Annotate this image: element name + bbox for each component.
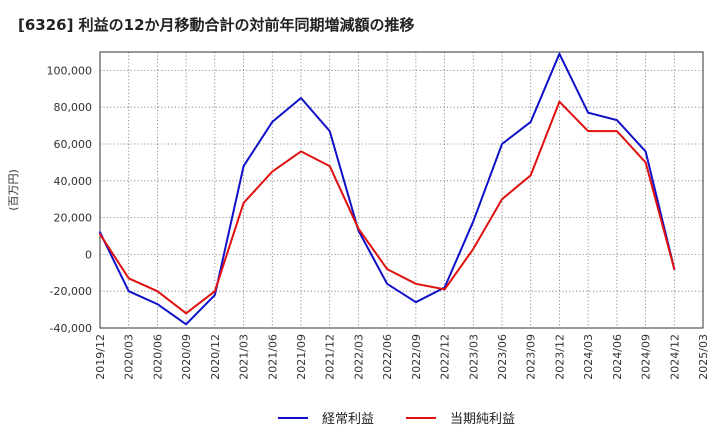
y-tick-label: 40,000 xyxy=(54,175,93,188)
series-line xyxy=(99,100,676,315)
x-tick-label: 2022/06 xyxy=(381,334,394,380)
x-tick-label: 2021/09 xyxy=(295,334,308,380)
x-tick-label: 2024/06 xyxy=(611,334,624,380)
y-axis-label: (百万円) xyxy=(7,169,20,211)
series-line xyxy=(99,52,676,326)
plot-area xyxy=(100,52,703,328)
x-tick-label: 2020/09 xyxy=(180,334,193,380)
x-tick-label: 2020/12 xyxy=(209,334,222,380)
x-tick-label: 2020/06 xyxy=(151,334,164,380)
plot-frame xyxy=(99,51,704,329)
x-tick-label: 2023/03 xyxy=(467,334,480,380)
x-tick-label: 2024/12 xyxy=(668,334,681,380)
axes: -40,000 -20,000 0 20,000 40,000 60,000 80,000 1… xyxy=(7,51,710,380)
y-tick-label: 60,000 xyxy=(54,138,93,151)
x-tick-label: 2024/03 xyxy=(582,334,595,380)
x-tick-label: 2022/12 xyxy=(439,334,452,380)
x-tick-label: 2025/03 xyxy=(697,334,710,380)
legend-label: 当期純利益 xyxy=(450,412,515,427)
y-tick-label: 100,000 xyxy=(47,64,93,77)
x-tick-label: 2023/12 xyxy=(553,334,566,380)
x-tick-label: 2024/09 xyxy=(640,334,653,380)
x-tick-label: 2023/09 xyxy=(525,334,538,380)
x-tick-label: 2019/12 xyxy=(94,334,107,380)
x-tick-label: 2021/03 xyxy=(238,334,251,380)
x-tick-label: 2021/12 xyxy=(324,334,337,380)
series xyxy=(99,52,676,326)
legend: 経常利益 当期純利益 xyxy=(278,412,515,427)
x-tick-label: 2022/09 xyxy=(410,334,423,380)
y-tick-label: -20,000 xyxy=(50,285,92,298)
grid xyxy=(99,52,704,329)
y-tick-label: -40,000 xyxy=(50,322,92,335)
x-tick-label: 2023/06 xyxy=(496,334,509,380)
x-tick-label: 2021/06 xyxy=(266,334,279,380)
x-tick-label: 2022/03 xyxy=(352,334,365,380)
chart-title: [6326] 利益の12か月移動合計の対前年同期増減額の推移 xyxy=(18,16,415,34)
y-tick-label: 20,000 xyxy=(54,212,93,225)
legend-label: 経常利益 xyxy=(322,412,374,427)
x-tick-label: 2020/03 xyxy=(123,334,136,380)
y-tick-label: 0 xyxy=(85,248,92,261)
y-tick-label: 80,000 xyxy=(54,101,93,114)
